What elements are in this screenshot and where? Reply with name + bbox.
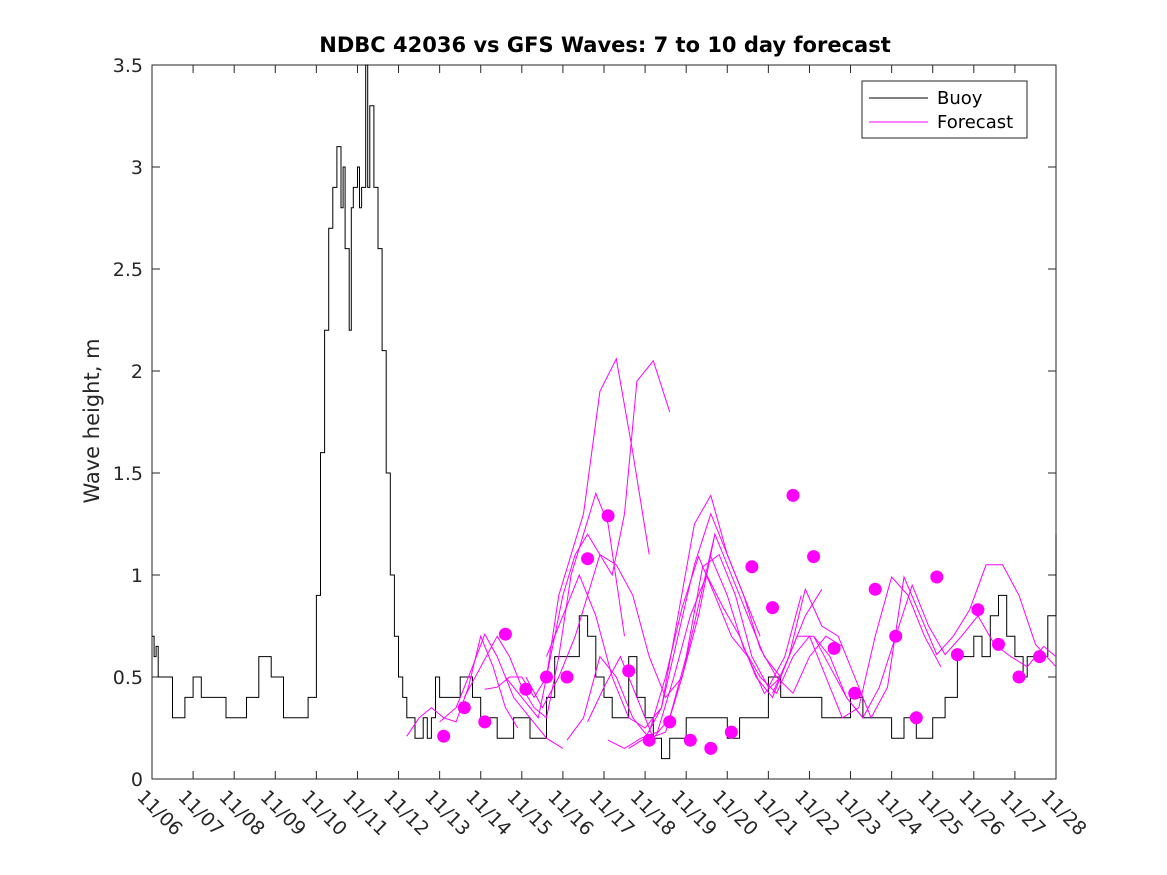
forecast-series — [813, 583, 1057, 719]
forecast-marker — [950, 648, 964, 662]
axes-box — [151, 64, 1057, 780]
forecast-marker — [498, 627, 512, 641]
forecast-marker — [766, 601, 779, 615]
forecast-marker — [807, 550, 821, 564]
forecast-series — [484, 357, 650, 699]
forecast-layer — [406, 357, 1057, 749]
forecast-marker — [581, 552, 595, 566]
y-tick-label: 1 — [131, 565, 143, 587]
y-tick-label: 3 — [131, 157, 143, 179]
forecast-marker — [827, 641, 841, 655]
forecast-marker — [848, 686, 862, 700]
forecast-marker — [909, 711, 923, 725]
forecast-marker — [889, 629, 903, 643]
plot-area: 00.511.522.533.5 11/0611/0711/0811/0911/… — [113, 55, 1091, 840]
forecast-series — [566, 532, 782, 741]
forecast-marker — [457, 701, 471, 715]
forecast-series — [628, 494, 843, 749]
y-tick-label: 0 — [131, 769, 143, 791]
y-ticks: 0 0.5 1 1.5 2 2.5 3 3.5 — [113, 55, 1056, 791]
marker-layer — [437, 488, 1047, 755]
forecast-marker — [663, 715, 677, 729]
forecast-marker — [642, 733, 656, 747]
forecast-marker — [971, 603, 985, 617]
y-tick-label: 2.5 — [113, 259, 143, 281]
forecast-marker — [683, 733, 697, 747]
y-tick-label: 3.5 — [113, 55, 143, 77]
forecast-marker — [560, 670, 574, 684]
y-tick-label: 1.5 — [113, 463, 143, 485]
y-tick-label: 2 — [131, 361, 143, 383]
forecast-marker — [1033, 650, 1047, 664]
forecast-series — [505, 359, 671, 719]
forecast-marker — [519, 682, 533, 696]
forecast-marker — [622, 664, 636, 678]
forecast-marker — [786, 488, 800, 502]
legend-buoy-label: Buoy — [937, 88, 983, 109]
forecast-series — [772, 564, 1057, 719]
forecast-series — [648, 555, 864, 733]
forecast-series — [439, 633, 564, 749]
forecast-marker — [1012, 670, 1026, 684]
legend: Buoy Forecast — [861, 80, 1028, 139]
forecast-marker — [724, 725, 738, 739]
forecast-marker — [437, 729, 451, 743]
legend-forecast-label: Forecast — [937, 112, 1013, 133]
forecast-marker — [601, 509, 615, 523]
legend-box — [861, 80, 1028, 139]
forecast-marker — [930, 570, 944, 584]
forecast-series — [463, 491, 625, 719]
forecast-marker — [992, 637, 1005, 651]
forecast-marker — [478, 715, 492, 729]
forecast-marker — [745, 560, 759, 574]
forecast-marker — [868, 582, 882, 596]
chart-title: NDBC 42036 vs GFS Waves: 7 to 10 day for… — [319, 33, 890, 57]
y-tick-label: 0.5 — [113, 667, 143, 689]
y-axis-label: Wave height, m — [80, 338, 104, 503]
forecast-marker — [704, 741, 718, 755]
forecast-marker — [540, 670, 553, 684]
